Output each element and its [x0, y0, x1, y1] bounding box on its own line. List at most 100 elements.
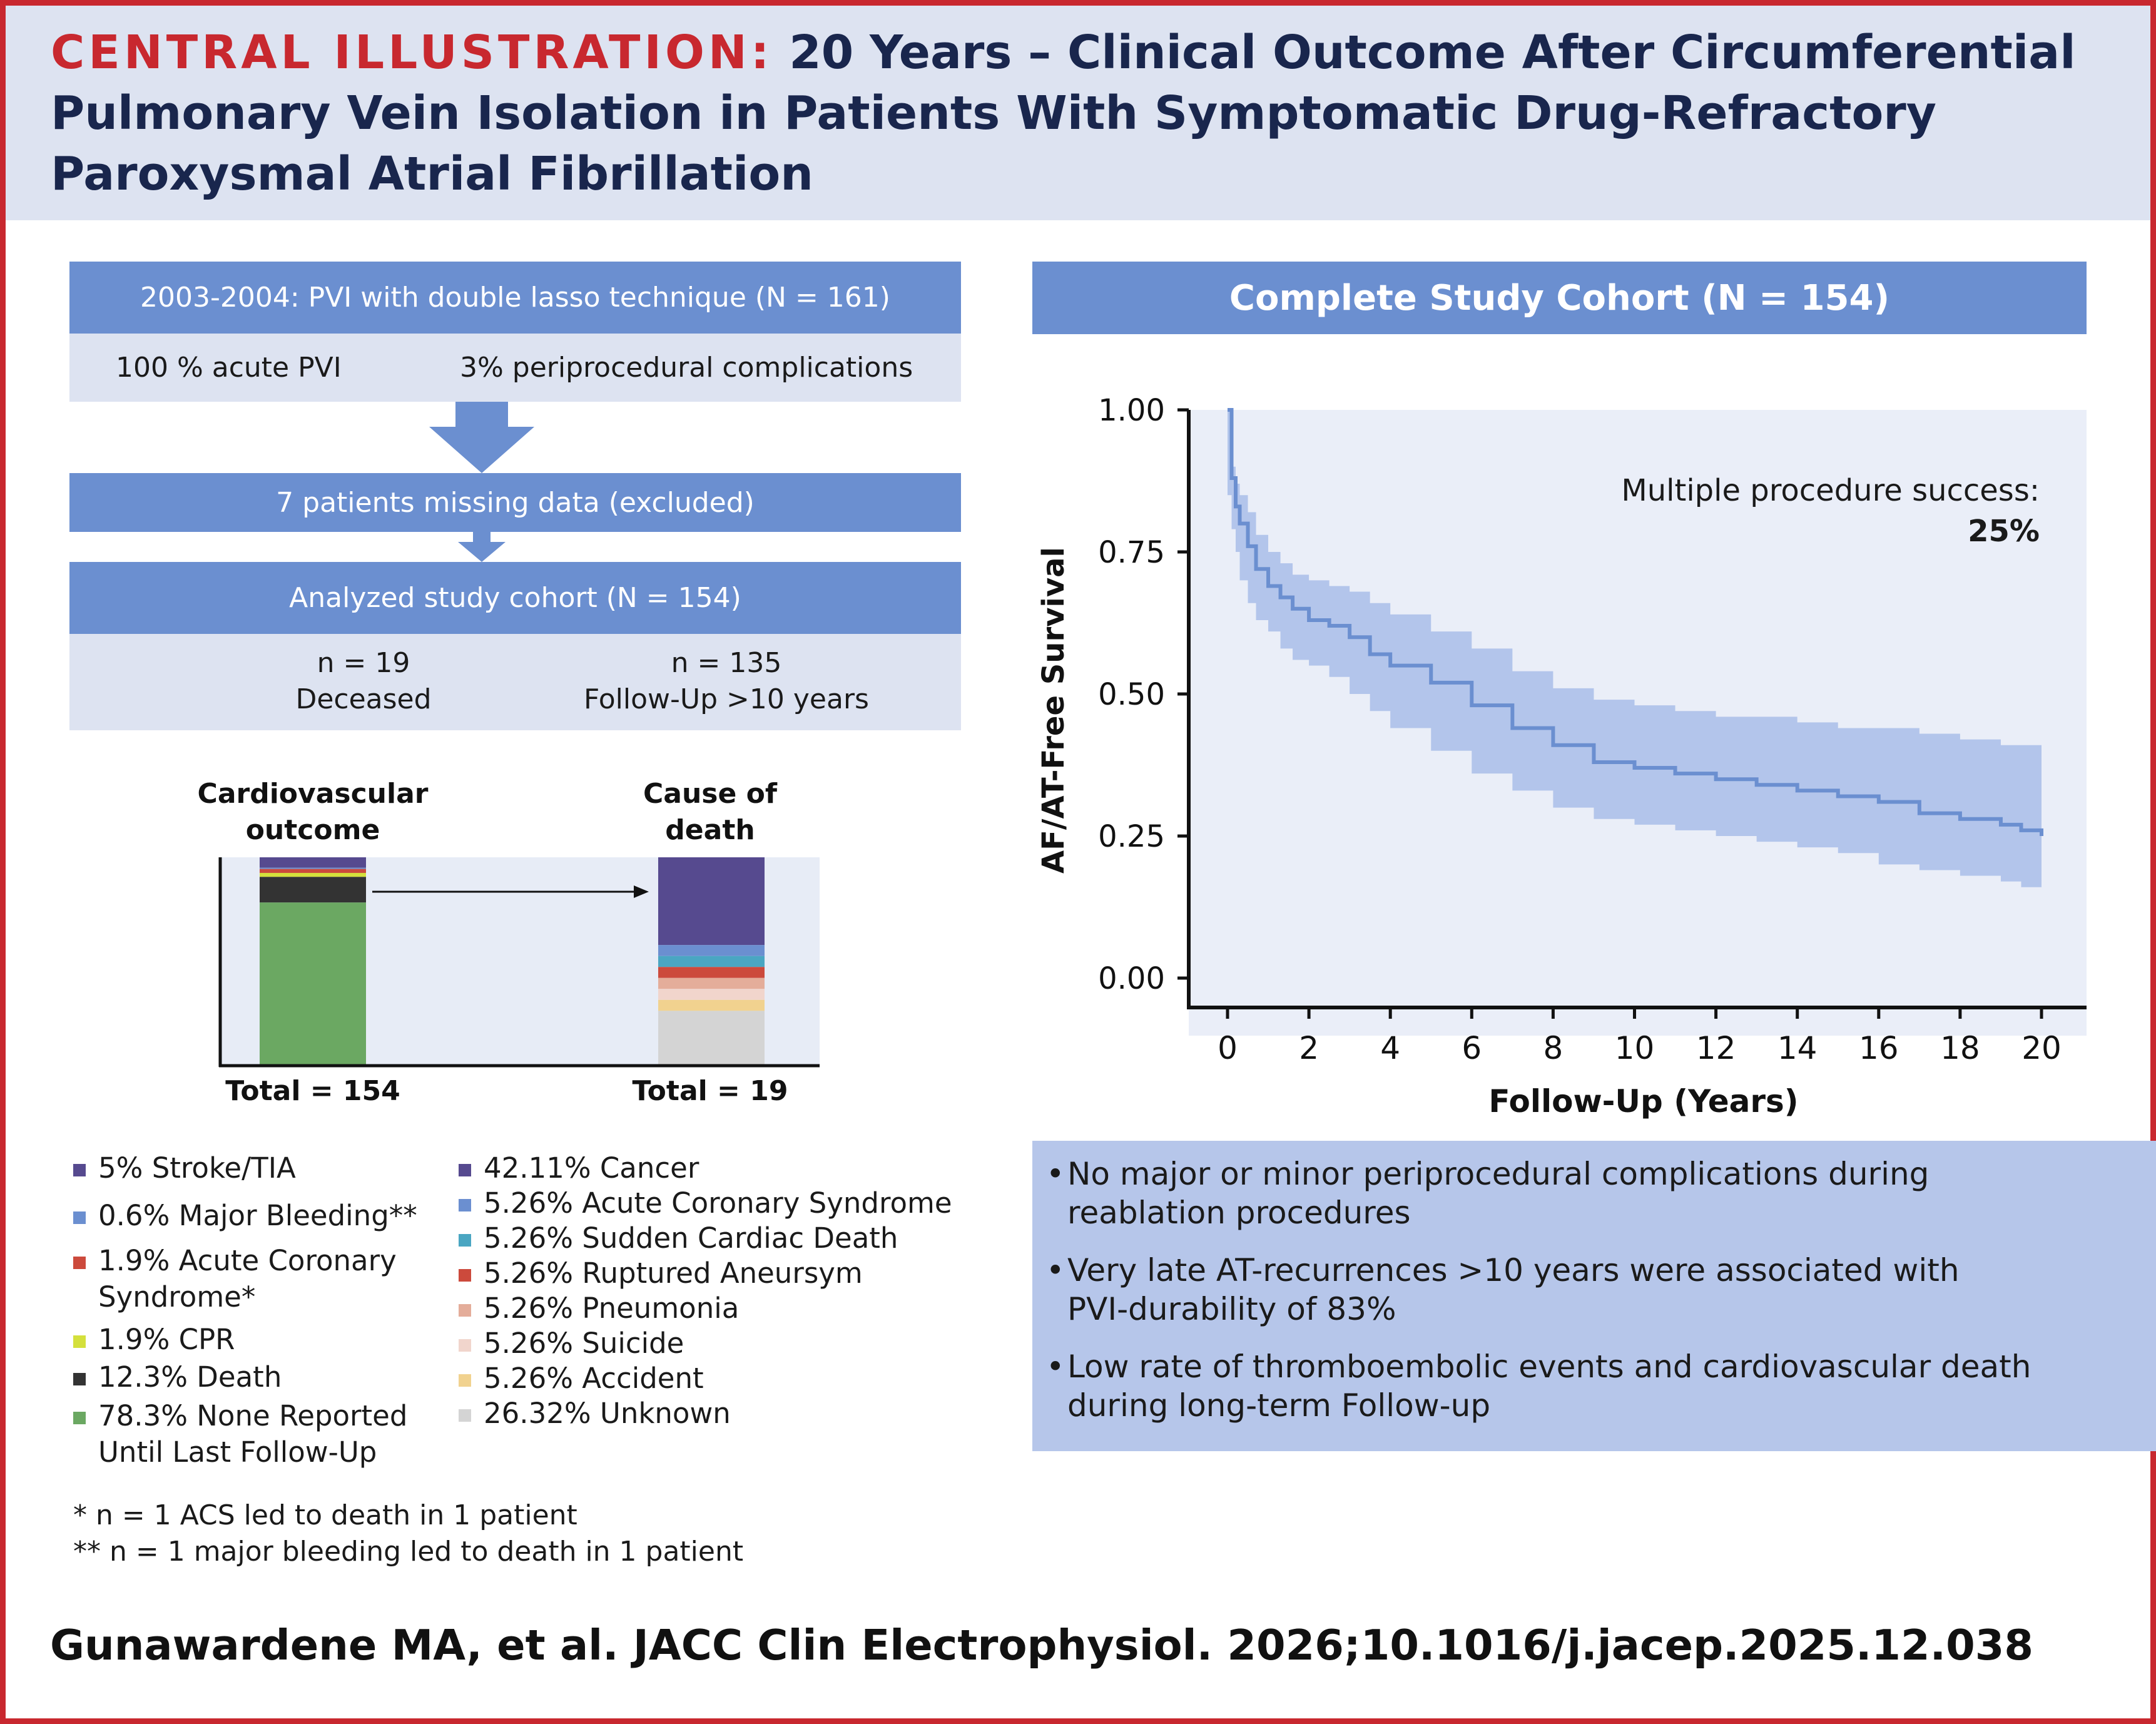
- legend-cv-item-label-2: 1.9% Acute Coronary Syndrome*: [98, 1244, 397, 1313]
- cv-bar-segment-0: [260, 857, 366, 868]
- header-band: [6, 6, 2150, 220]
- death-bar-segment-2: [658, 956, 765, 967]
- followup-n: n = 135: [671, 647, 782, 679]
- bar-right-title: Cause of death: [643, 778, 778, 846]
- deceased-label: Deceased: [295, 683, 432, 715]
- legend-cv-item-label-0: 5% Stroke/TIA: [98, 1151, 296, 1185]
- legend-death-item-label-2: 5.26% Sudden Cardiac Death: [484, 1222, 898, 1255]
- km-ytick-label-2: 0.50: [1098, 677, 1165, 712]
- footnote-1: * n = 1 ACS led to death in 1 patient: [73, 1499, 577, 1531]
- legend-death-item-label-4: 5.26% Pneumonia: [484, 1292, 740, 1325]
- legend-death-item-swatch-1: [459, 1199, 471, 1211]
- cv-bar-segment-3: [260, 872, 366, 877]
- bar-cause-of-death: [658, 857, 765, 1066]
- flow-step-pvi-text: 2003-2004: PVI with double lasso techniq…: [140, 282, 890, 314]
- km-xtick-label-3: 6: [1462, 1030, 1482, 1066]
- flow-step-cohort-text: Analyzed study cohort (N = 154): [289, 582, 741, 614]
- km-header: Complete Study Cohort (N = 154): [1032, 262, 2087, 334]
- bullet-dot-2: •: [1046, 1252, 1065, 1288]
- flow-step-missing-text: 7 patients missing data (excluded): [276, 486, 755, 519]
- legend-cv-item-2: 1.9% Acute Coronary Syndrome*: [73, 1243, 397, 1315]
- legend-cv-item-label-1: 0.6% Major Bleeding**: [98, 1199, 417, 1232]
- legend-cv-item-label-4: 12.3% Death: [98, 1360, 282, 1394]
- cv-bar-segment-2: [260, 869, 366, 873]
- cv-bar-segment-5: [260, 902, 366, 1066]
- legend-death-item-5: 5.26% Suicide: [459, 1325, 684, 1362]
- km-xtick-label-4: 8: [1543, 1030, 1563, 1066]
- km-ytick-label-3: 0.75: [1098, 535, 1165, 570]
- legend-death-item-swatch-2: [459, 1234, 471, 1247]
- legend-cv-item-label-5: 78.3% None Reported Until Last Follow-Up: [98, 1399, 408, 1469]
- km-xtick-label-5: 10: [1615, 1030, 1655, 1066]
- legend-death-item-swatch-4: [459, 1304, 471, 1317]
- legend-cv-item-swatch-0: [73, 1164, 86, 1176]
- legend-cv-item-swatch-2: [73, 1257, 86, 1269]
- death-bar-segment-4: [658, 977, 765, 989]
- km-ytick-label-1: 0.25: [1098, 819, 1165, 854]
- km-xtick-label-9: 18: [1940, 1030, 1980, 1066]
- bar-right-total: Total = 19: [632, 1075, 788, 1107]
- followup-group: n = 135 Follow-Up >10 years: [507, 645, 945, 718]
- legend-death-item-swatch-7: [459, 1409, 471, 1422]
- km-ytick-label-0: 0.00: [1098, 961, 1165, 996]
- legend-death-item-3: 5.26% Ruptured Aneursym: [459, 1255, 863, 1292]
- km-xtick-label-2: 4: [1380, 1030, 1400, 1066]
- legend-death-item-swatch-3: [459, 1269, 471, 1282]
- legend-cv-item-swatch-5: [73, 1412, 86, 1424]
- cv-bar-segment-4: [260, 877, 366, 903]
- km-header-text: Complete Study Cohort (N = 154): [1229, 277, 1890, 319]
- finding-2-text: Very late AT-recurrences >10 years were …: [1067, 1252, 1960, 1327]
- legend-cv-item-3: 1.9% CPR: [73, 1322, 235, 1358]
- legend-death-item-swatch-0: [459, 1164, 471, 1176]
- km-x-ticks: 0 2 4 6 8 10 12 14 16 18 20: [1218, 1007, 2062, 1066]
- finding-3-text: Low rate of thromboembolic events and ca…: [1067, 1349, 2031, 1424]
- flow-step-results: 100 % acute PVI 3% periprocedural compli…: [69, 334, 961, 402]
- km-xtick-label-8: 16: [1859, 1030, 1899, 1066]
- flow-step-pvi: 2003-2004: PVI with double lasso techniq…: [69, 262, 961, 334]
- km-xtick-label-0: 0: [1218, 1030, 1238, 1066]
- legend-death-item-2: 5.26% Sudden Cardiac Death: [459, 1220, 898, 1257]
- deceased-group: n = 19 Deceased: [170, 645, 557, 718]
- legend-cv-item-swatch-1: [73, 1211, 86, 1224]
- legend-cv-item-1: 0.6% Major Bleeding**: [73, 1198, 417, 1234]
- flow-arrow-1: [429, 402, 534, 473]
- finding-3: • Low rate of thromboembolic events and c…: [1046, 1347, 2156, 1425]
- legend-death-item-0: 42.11% Cancer: [459, 1150, 699, 1186]
- title-text: 20 Years – Clinical Outcome After Circum…: [51, 26, 2076, 201]
- legend-death-item-6: 5.26% Accident: [459, 1360, 704, 1397]
- bullet-dot-3: •: [1046, 1349, 1065, 1385]
- legend-death-item-swatch-5: [459, 1339, 471, 1352]
- legend-death-item-4: 5.26% Pneumonia: [459, 1290, 739, 1327]
- legend-death-item-swatch-6: [459, 1374, 471, 1387]
- bar-left-title: Cardiovascular outcome: [197, 778, 429, 846]
- flow-arrow-2: [458, 532, 506, 562]
- cv-bar-segment-1: [260, 867, 366, 869]
- flow-step-split: n = 19 Deceased n = 135 Follow-Up >10 ye…: [69, 634, 961, 730]
- km-confidence-band: [1228, 410, 2042, 887]
- stacked-bars: [218, 857, 820, 1068]
- death-bar-segment-0: [658, 857, 765, 946]
- legend-cv-item-swatch-3: [73, 1335, 86, 1348]
- complications-text: 3% periprocedural complications: [460, 352, 913, 384]
- legend-death-item-label-5: 5.26% Suicide: [484, 1327, 684, 1360]
- death-bar-segment-5: [658, 989, 765, 1000]
- km-xtick-label-6: 12: [1696, 1030, 1736, 1066]
- legend-cv-item-4: 12.3% Death: [73, 1359, 282, 1395]
- flow-step-missing: 7 patients missing data (excluded): [69, 473, 961, 532]
- km-y-label: AF/AT-Free Survival: [1036, 547, 1071, 874]
- km-annotation-value: 25%: [1968, 514, 2040, 549]
- death-bar-segment-7: [658, 1011, 765, 1066]
- km-xtick-label-10: 20: [2021, 1030, 2062, 1066]
- key-findings-box: • No major or minor periprocedural compli…: [1032, 1141, 2156, 1451]
- bar-left-total: Total = 154: [225, 1075, 400, 1107]
- death-bar-segment-3: [658, 967, 765, 978]
- followup-label: Follow-Up >10 years: [584, 683, 869, 715]
- bars-arrow-head: [634, 885, 649, 898]
- km-x-label: Follow-Up (Years): [1488, 1083, 1798, 1120]
- legend-cv-item-5: 78.3% None Reported Until Last Follow-Up: [73, 1398, 407, 1471]
- flow-step-cohort: Analyzed study cohort (N = 154): [69, 562, 961, 634]
- acute-pvi-text: 100 % acute PVI: [116, 352, 342, 384]
- legend-cv-item-swatch-4: [73, 1373, 86, 1385]
- legend-cv-item-0: 5% Stroke/TIA: [73, 1150, 296, 1186]
